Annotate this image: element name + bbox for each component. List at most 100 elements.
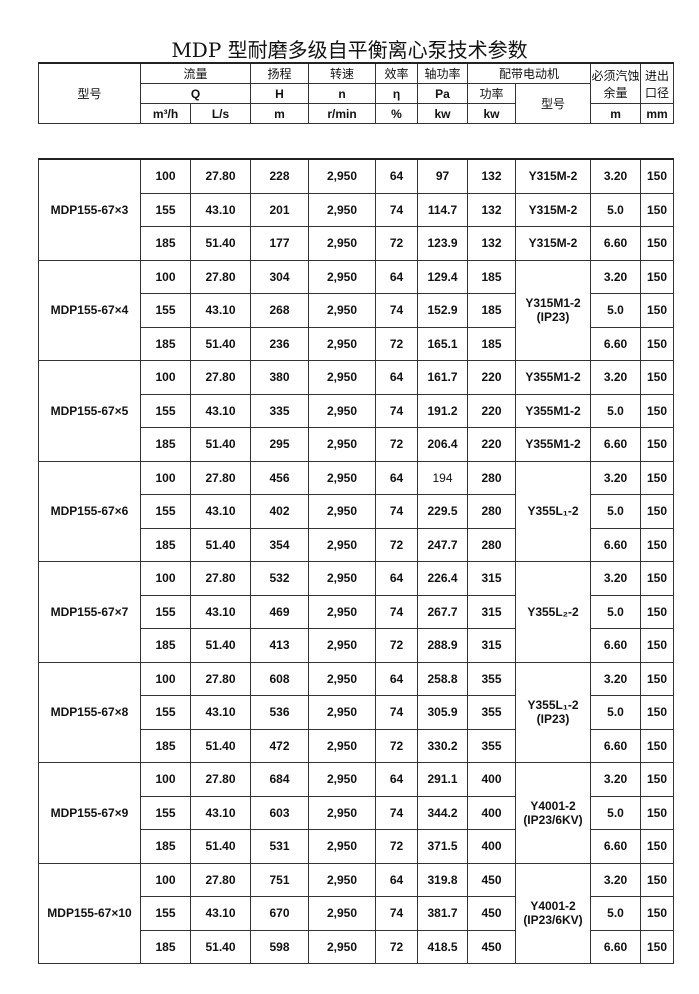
npsh-cell: 6.60 [590,527,641,562]
col-npsh: 必须汽蚀余量 [590,62,642,104]
flow-ls-cell: 43.10 [190,594,251,629]
npsh-cell: 6.60 [590,829,641,864]
flow-m3h-cell: 185 [140,427,191,462]
table-row: 185 51.40 472 2,950 72 330.2 355 6.60 150 [39,728,674,763]
model-cell: MDP155-67×5 [38,360,141,462]
motor-power-cell: 220 [467,427,516,462]
col-port: 进出口径 [640,62,675,104]
head-cell: 751 [250,862,309,897]
flow-ls-cell: 51.40 [190,728,251,763]
motor-power-cell: 220 [467,360,516,395]
head-cell: 177 [250,226,309,261]
speed-cell: 2,950 [308,360,376,395]
flow-ls-cell: 51.40 [190,326,251,361]
head-cell: 236 [250,326,309,361]
speed-cell: 2,950 [308,628,376,663]
shaft-power-cell: 226.4 [417,561,468,596]
flow-ls-cell: 51.40 [190,929,251,964]
npsh-cell: 6.60 [590,427,641,462]
port-cell: 150 [640,393,674,428]
efficiency-cell: 74 [375,494,418,529]
flow-m3h-cell: 155 [140,293,191,328]
npsh-cell: 3.20 [590,762,641,797]
efficiency-cell: 64 [375,762,418,797]
flow-m3h-cell: 100 [140,661,191,696]
shaft-power-cell: 371.5 [417,829,468,864]
flow-ls-cell: 51.40 [190,829,251,864]
flow-m3h-cell: 185 [140,226,191,261]
motor-power-cell: 400 [467,829,516,864]
unit-h: m [250,103,310,124]
unit-eta: % [375,103,419,124]
table-row: 185 51.40 236 2,950 72 165.1 185 6.60 150 [39,326,674,361]
port-cell: 150 [640,494,674,529]
flow-m3h-cell: 185 [140,929,191,964]
efficiency-cell: 64 [375,460,418,495]
motor-power-cell: 355 [467,695,516,730]
motor-power-cell: 315 [467,628,516,663]
shaft-power-cell: 161.7 [417,360,468,395]
npsh-cell: 3.20 [590,661,641,696]
head-cell: 413 [250,628,309,663]
table-row: 185 51.40 295 2,950 72 206.4 220 Y355M1-2 6.60 15… [39,427,674,462]
speed-cell: 2,950 [308,393,376,428]
flow-m3h-cell: 185 [140,728,191,763]
flow-ls-cell: 27.80 [190,561,251,596]
speed-cell: 2,950 [308,326,376,361]
motor-power-cell: 185 [467,293,516,328]
shaft-power-cell: 191.2 [417,393,468,428]
flow-m3h-cell: 100 [140,762,191,797]
sym-q: Q [139,83,252,104]
port-cell: 150 [640,661,674,696]
motor-power-cell: 280 [467,460,516,495]
speed-cell: 2,950 [308,829,376,864]
flow-m3h-cell: 155 [140,896,191,931]
efficiency-cell: 72 [375,527,418,562]
npsh-cell: 6.60 [590,728,641,763]
npsh-cell: 3.20 [590,158,641,194]
port-cell: 150 [640,326,674,361]
shaft-power-cell: 165.1 [417,326,468,361]
flow-ls-cell: 27.80 [190,762,251,797]
flow-ls-cell: 51.40 [190,628,251,663]
efficiency-cell: 64 [375,862,418,897]
model-cell: MDP155-67×9 [38,762,141,864]
table-row: 155 43.10 670 2,950 74 381.7 450 5.0 150 [39,896,674,931]
sym-pa: Pa [417,83,469,104]
motor-power-cell: 315 [467,561,516,596]
speed-cell: 2,950 [308,728,376,763]
port-cell: 150 [640,460,674,495]
flow-ls-cell: 43.10 [190,896,251,931]
port-cell: 150 [640,293,674,328]
npsh-cell: 5.0 [590,192,641,227]
npsh-cell: 3.20 [590,561,641,596]
shaft-power-cell: 267.7 [417,594,468,629]
motor-power-cell: 280 [467,527,516,562]
motor-power-cell: 132 [467,192,516,227]
npsh-cell: 6.60 [590,226,641,261]
speed-cell: 2,950 [308,527,376,562]
efficiency-cell: 72 [375,326,418,361]
unit-n: r/min [308,103,377,124]
port-cell: 150 [640,527,674,562]
port-cell: 150 [640,360,674,395]
motor-power-cell: 280 [467,494,516,529]
motor-power-cell: 355 [467,661,516,696]
efficiency-cell: 64 [375,158,418,194]
shaft-power-cell: 206.4 [417,427,468,462]
motor-power-cell: 400 [467,795,516,830]
head-cell: 608 [250,661,309,696]
npsh-cell: 5.0 [590,795,641,830]
speed-cell: 2,950 [308,896,376,931]
col-motor-model: 型号 [515,83,592,124]
shaft-power-cell: 247.7 [417,527,468,562]
flow-ls-cell: 51.40 [190,527,251,562]
table-row: 155 43.10 402 2,950 74 229.5 280 5.0 150 [39,494,674,529]
speed-cell: 2,950 [308,158,376,194]
efficiency-cell: 74 [375,192,418,227]
col-speed: 转速 [308,62,377,84]
efficiency-cell: 74 [375,594,418,629]
port-cell: 150 [640,728,674,763]
col-eff: 效率 [375,62,419,84]
flow-ls-cell: 43.10 [190,293,251,328]
